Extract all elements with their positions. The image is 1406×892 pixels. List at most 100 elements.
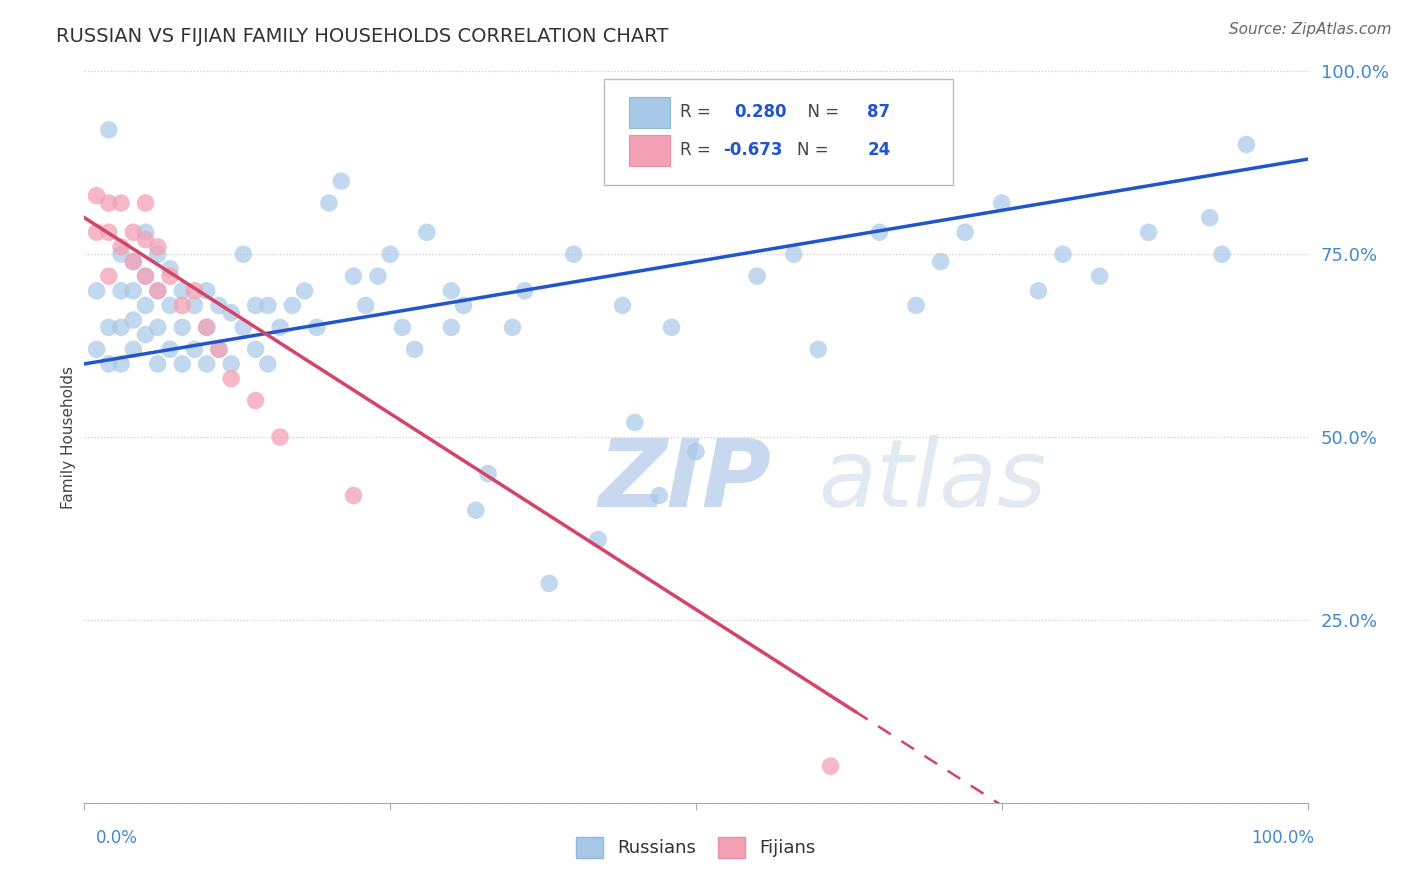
Point bbox=[330, 174, 353, 188]
Point bbox=[183, 298, 205, 312]
Point bbox=[354, 298, 377, 312]
Point bbox=[257, 298, 280, 312]
Point bbox=[586, 533, 609, 547]
Point bbox=[232, 320, 254, 334]
Point bbox=[195, 320, 218, 334]
Point bbox=[416, 225, 439, 239]
Text: Source: ZipAtlas.com: Source: ZipAtlas.com bbox=[1229, 22, 1392, 37]
Point bbox=[159, 298, 181, 312]
Point bbox=[245, 343, 267, 357]
Point bbox=[208, 298, 231, 312]
Point bbox=[1052, 247, 1074, 261]
Point bbox=[195, 284, 218, 298]
Point bbox=[146, 284, 169, 298]
Point bbox=[219, 357, 242, 371]
FancyBboxPatch shape bbox=[605, 78, 953, 185]
Point bbox=[269, 320, 291, 334]
Point bbox=[1088, 269, 1111, 284]
Point bbox=[110, 284, 132, 298]
Point bbox=[146, 357, 169, 371]
Text: atlas: atlas bbox=[818, 435, 1046, 526]
Text: 87: 87 bbox=[868, 103, 890, 121]
Point bbox=[97, 357, 120, 371]
Point bbox=[1236, 137, 1258, 152]
Point bbox=[453, 298, 475, 312]
Point bbox=[110, 247, 132, 261]
Point bbox=[172, 320, 194, 334]
Point bbox=[404, 343, 426, 357]
Point bbox=[391, 320, 413, 334]
Point bbox=[232, 247, 254, 261]
Point bbox=[807, 343, 830, 357]
Point bbox=[219, 306, 242, 320]
Point bbox=[86, 284, 108, 298]
Point bbox=[86, 343, 108, 357]
Text: 0.0%: 0.0% bbox=[96, 829, 138, 847]
Point bbox=[122, 254, 145, 268]
Point bbox=[342, 269, 364, 284]
Point bbox=[464, 503, 486, 517]
Point bbox=[1028, 284, 1050, 298]
Point bbox=[172, 298, 194, 312]
Point bbox=[135, 269, 157, 284]
Point bbox=[183, 343, 205, 357]
Point bbox=[747, 269, 769, 284]
Point bbox=[122, 343, 145, 357]
Point bbox=[342, 489, 364, 503]
Point bbox=[612, 298, 634, 312]
Text: RUSSIAN VS FIJIAN FAMILY HOUSEHOLDS CORRELATION CHART: RUSSIAN VS FIJIAN FAMILY HOUSEHOLDS CORR… bbox=[56, 27, 669, 45]
Point bbox=[1198, 211, 1220, 225]
Point bbox=[281, 298, 304, 312]
Point bbox=[269, 430, 291, 444]
Point bbox=[110, 320, 132, 334]
Point bbox=[122, 254, 145, 268]
Point bbox=[624, 416, 647, 430]
Text: 100.0%: 100.0% bbox=[1251, 829, 1315, 847]
Point bbox=[110, 196, 132, 211]
Point bbox=[208, 343, 231, 357]
Point bbox=[122, 313, 145, 327]
Point bbox=[502, 320, 524, 334]
Point bbox=[440, 320, 463, 334]
Point bbox=[440, 284, 463, 298]
Legend: Russians, Fijians: Russians, Fijians bbox=[567, 828, 825, 867]
Text: 24: 24 bbox=[868, 141, 890, 160]
Point bbox=[562, 247, 585, 261]
Point bbox=[294, 284, 316, 298]
Point bbox=[97, 320, 120, 334]
Text: 0.280: 0.280 bbox=[734, 103, 786, 121]
Y-axis label: Family Households: Family Households bbox=[60, 366, 76, 508]
Point bbox=[146, 247, 169, 261]
Point bbox=[1211, 247, 1233, 261]
Point bbox=[305, 320, 328, 334]
Point bbox=[172, 284, 194, 298]
Point bbox=[869, 225, 891, 239]
Point bbox=[97, 196, 120, 211]
Point bbox=[318, 196, 340, 211]
Point bbox=[86, 225, 108, 239]
Point bbox=[685, 444, 707, 458]
Text: R =: R = bbox=[681, 103, 716, 121]
Point bbox=[953, 225, 976, 239]
Text: -0.673: -0.673 bbox=[723, 141, 782, 160]
FancyBboxPatch shape bbox=[628, 135, 671, 166]
Point bbox=[380, 247, 402, 261]
Point bbox=[97, 123, 120, 137]
Point bbox=[159, 269, 181, 284]
Point bbox=[929, 254, 952, 268]
Point bbox=[110, 240, 132, 254]
Point bbox=[991, 196, 1014, 211]
Point bbox=[122, 225, 145, 239]
Point bbox=[135, 233, 157, 247]
Point bbox=[648, 489, 671, 503]
Point bbox=[122, 284, 145, 298]
Point bbox=[245, 298, 267, 312]
Text: R =: R = bbox=[681, 141, 716, 160]
Point bbox=[367, 269, 389, 284]
Point bbox=[1137, 225, 1160, 239]
Point bbox=[172, 357, 194, 371]
Point bbox=[135, 298, 157, 312]
Point bbox=[783, 247, 806, 261]
Point bbox=[135, 225, 157, 239]
Point bbox=[135, 269, 157, 284]
